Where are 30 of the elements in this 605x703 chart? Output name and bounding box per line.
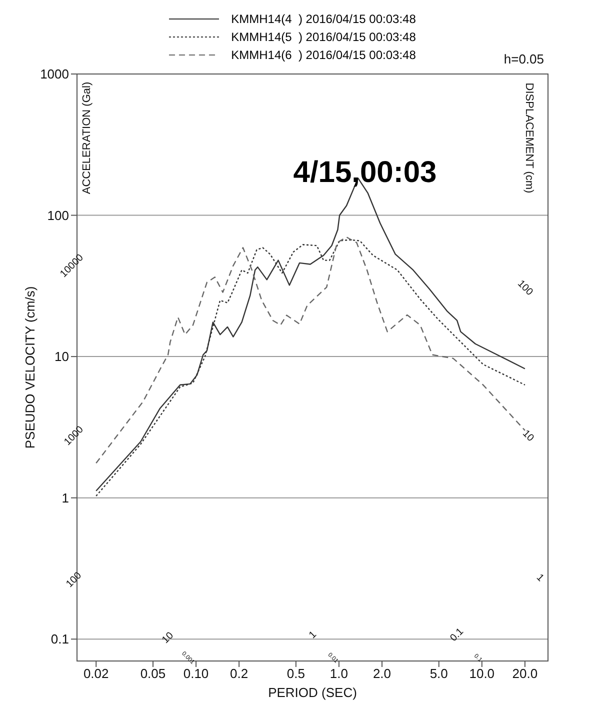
annotation: 100: [515, 278, 535, 298]
annotation: 10: [160, 630, 176, 646]
y-tick-label: 1: [62, 490, 69, 506]
x-tick-label: 0.02: [83, 666, 109, 682]
text: h=0.05: [504, 51, 544, 66]
x-tick-label: 1.0: [330, 666, 348, 682]
y-tick-label: 10: [54, 349, 69, 364]
y-tick-label: 1000: [40, 66, 69, 82]
x-tick-label: 0.10: [183, 666, 209, 682]
y-tick-label: 0.1: [50, 632, 69, 647]
annotation: 0.1: [448, 626, 466, 644]
x-tick-label: 0.5: [286, 666, 305, 682]
x-tick-label: 10.0: [469, 666, 495, 682]
legend-label: KMMH14(6 ) 2016/04/15 00:03:48: [231, 48, 416, 62]
x-axis-title: PERIOD (SEC): [268, 685, 357, 700]
x-tick-label: 0.05: [140, 666, 166, 682]
annotation: 1: [307, 628, 320, 641]
text: 4/15,00:03: [293, 156, 437, 190]
legend-label: KMMH14(4 ) 2016/04/15 00:03:48: [231, 12, 416, 26]
x-tick-label: 5.0: [430, 666, 448, 682]
annotation: ACCELERATION (Gal): [80, 82, 93, 194]
x-tick-label: 2.0: [372, 666, 392, 682]
y-axis-title: PSEUDO VELOCITY (cm/s): [22, 286, 38, 449]
annotation: DISPLACEMENT (cm): [523, 82, 536, 194]
legend-label: KMMH14(5 ) 2016/04/15 00:03:48: [231, 30, 416, 44]
x-tick-label: 20.0: [512, 666, 538, 682]
annotation: 10: [520, 428, 536, 444]
y-tick-label: 100: [47, 208, 69, 223]
x-tick-label: 0.2: [230, 666, 248, 682]
annotation: 1: [534, 572, 546, 584]
